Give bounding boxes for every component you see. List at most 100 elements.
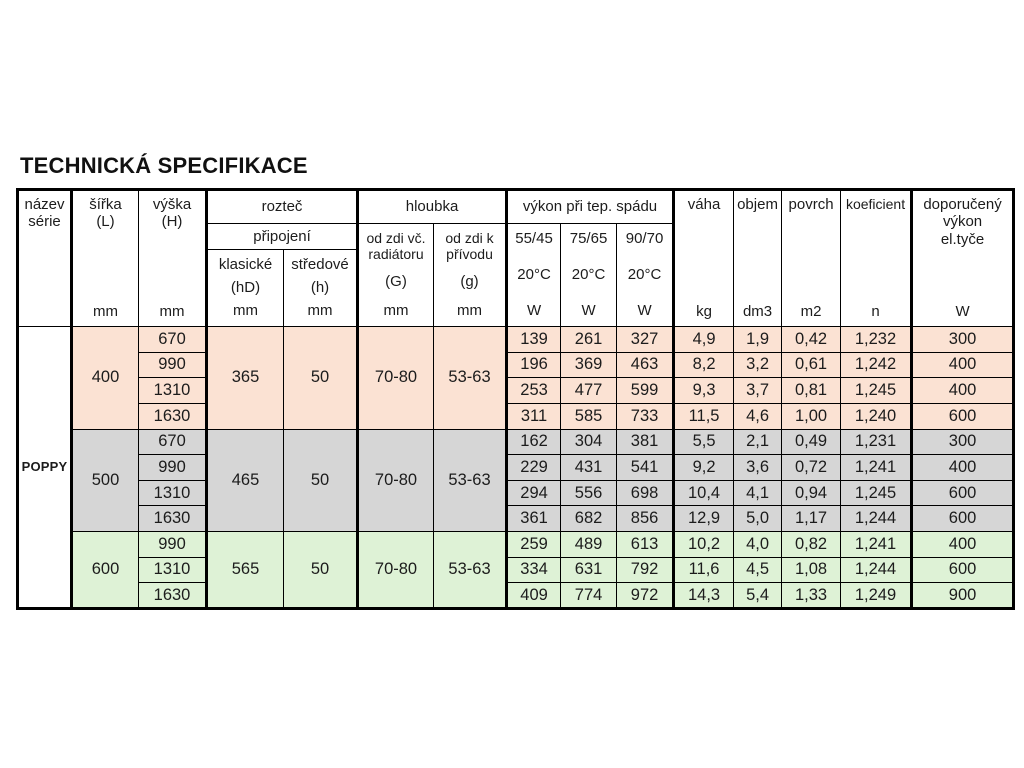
header-label: 55/45 (515, 229, 553, 247)
cell-w9070: 972 (616, 582, 676, 609)
cell-w5545: 334 (506, 556, 562, 584)
cell-doporuceny: 400 (911, 531, 1015, 558)
cell-povrch: 0,49 (781, 428, 842, 456)
cell-vaha: 14,3 (673, 582, 735, 609)
header-label: váha (687, 196, 721, 213)
cell-hloubka-g: 53-63 (433, 428, 509, 532)
table-header: název série šířka (L) mm výška (H) mm rozt… (17, 189, 1015, 327)
cell-doporuceny: 400 (911, 351, 1015, 379)
cell-roztec-stredove: 50 (282, 326, 360, 430)
cell-objem: 4,5 (733, 556, 783, 584)
cell-w5545: 196 (506, 351, 562, 379)
cell-koeficient: 1,241 (840, 531, 914, 558)
cell-w5545: 162 (506, 428, 562, 456)
spec-table: název série šířka (L) mm výška (H) mm rozt… (16, 188, 1016, 610)
cell-vaha: 10,4 (673, 479, 735, 507)
header-koeficient: koeficient n (840, 189, 914, 327)
unit-label: W (637, 302, 652, 320)
unit-label: mm (233, 302, 258, 320)
cell-roztec-klasicke: 465 (206, 428, 284, 532)
cell-povrch: 1,33 (781, 582, 842, 609)
cell-vyska: 1310 (138, 479, 208, 507)
cell-vyska: 1630 (138, 402, 208, 430)
cell-vyska: 670 (138, 428, 208, 456)
cell-w7565: 556 (560, 479, 618, 507)
header-vyska: výška (H) mm (138, 189, 208, 327)
cell-hloubka-g: 53-63 (433, 531, 509, 609)
unit-label: mm (307, 302, 333, 320)
cell-objem: 4,1 (733, 479, 783, 507)
cell-hloubka-G: 70-80 (357, 326, 435, 430)
cell-objem: 2,1 (733, 428, 783, 456)
cell-vaha: 4,9 (673, 326, 735, 353)
cell-objem: 3,2 (733, 351, 783, 379)
header-roztec-group: rozteč (205, 189, 360, 224)
cell-w5545: 229 (506, 454, 562, 481)
cell-w7565: 682 (560, 505, 618, 532)
cell-w9070: 856 (616, 505, 676, 532)
cell-w9070: 381 (616, 428, 676, 456)
cell-w5545: 259 (506, 531, 562, 558)
cell-w9070: 327 (616, 326, 676, 353)
cell-w5545: 139 (506, 326, 562, 353)
cell-objem: 4,6 (733, 402, 783, 430)
cell-hloubka-G: 70-80 (357, 531, 435, 609)
header-label: od zdi k přívodu (445, 229, 494, 262)
table-row: 1630 409 774 972 14,3 5,4 1,33 1,249 900 (18, 582, 1015, 609)
cell-vyska: 1310 (138, 556, 208, 584)
header-vykon-9070: 90/70 20°C W (616, 223, 676, 327)
table-row: 990 229 431 541 9,2 3,6 0,72 1,241 400 (18, 454, 1015, 481)
cell-vyska: 1310 (138, 377, 208, 404)
cell-w7565: 585 (560, 402, 618, 430)
cell-povrch: 0,82 (781, 531, 842, 558)
cell-objem: 5,4 (733, 582, 783, 609)
cell-w5545: 311 (506, 402, 562, 430)
cell-koeficient: 1,249 (840, 582, 914, 609)
cell-w9070: 463 (616, 351, 676, 379)
cell-hloubka-g: 53-63 (433, 326, 509, 430)
cell-povrch: 0,42 (781, 326, 842, 353)
symbol-label: (G) (385, 273, 407, 291)
cell-vaha: 8,2 (673, 351, 735, 379)
header-nazev-serie: název série (17, 189, 73, 327)
cell-w9070: 733 (616, 402, 676, 430)
cell-w5545: 253 (506, 377, 562, 404)
unit-label: mm (457, 302, 483, 320)
cell-povrch: 0,94 (781, 479, 842, 507)
cell-doporuceny: 600 (911, 402, 1015, 430)
header-vaha: váha kg (673, 189, 735, 327)
header-label: klasické (218, 255, 273, 273)
cell-roztec-stredove: 50 (282, 531, 360, 609)
cell-koeficient: 1,244 (840, 556, 914, 584)
cell-vaha: 9,2 (673, 454, 735, 481)
header-label: doporučený výkon el.tyče (923, 196, 1002, 248)
unit-label: m2 (800, 302, 822, 320)
cell-sirka: 500 (71, 428, 139, 532)
cell-vyska: 990 (138, 531, 208, 558)
header-hloubka-g: od zdi k přívodu (g) mm (433, 223, 509, 327)
header-vykon-5545: 55/45 20°C W (506, 223, 562, 327)
cell-doporuceny: 900 (911, 582, 1015, 609)
cell-objem: 5,0 (733, 505, 783, 532)
cell-roztec-stredove: 50 (282, 428, 360, 532)
symbol-label: (hD) (230, 278, 261, 296)
cell-povrch: 0,81 (781, 377, 842, 404)
header-objem: objem dm3 (733, 189, 783, 327)
cell-povrch: 0,72 (781, 454, 842, 481)
header-label: středové (291, 255, 349, 273)
cell-vyska: 990 (138, 351, 208, 379)
unit-label: mm (93, 302, 118, 320)
cell-sirka: 400 (71, 326, 139, 430)
cell-vyska: 1630 (138, 505, 208, 532)
cell-doporuceny: 400 (911, 377, 1015, 404)
cell-objem: 3,6 (733, 454, 783, 481)
cell-sirka: 600 (71, 531, 139, 609)
unit-label: n (871, 302, 880, 320)
cell-koeficient: 1,242 (840, 351, 914, 379)
cell-doporuceny: 600 (911, 556, 1015, 584)
cell-koeficient: 1,245 (840, 479, 914, 507)
table-body: POPPY 400 670 365 50 70-80 53-63 139 261 327 4,9 1,… (17, 326, 1015, 609)
cell-w7565: 369 (560, 351, 618, 379)
cell-w9070: 698 (616, 479, 676, 507)
cell-w5545: 294 (506, 479, 562, 507)
